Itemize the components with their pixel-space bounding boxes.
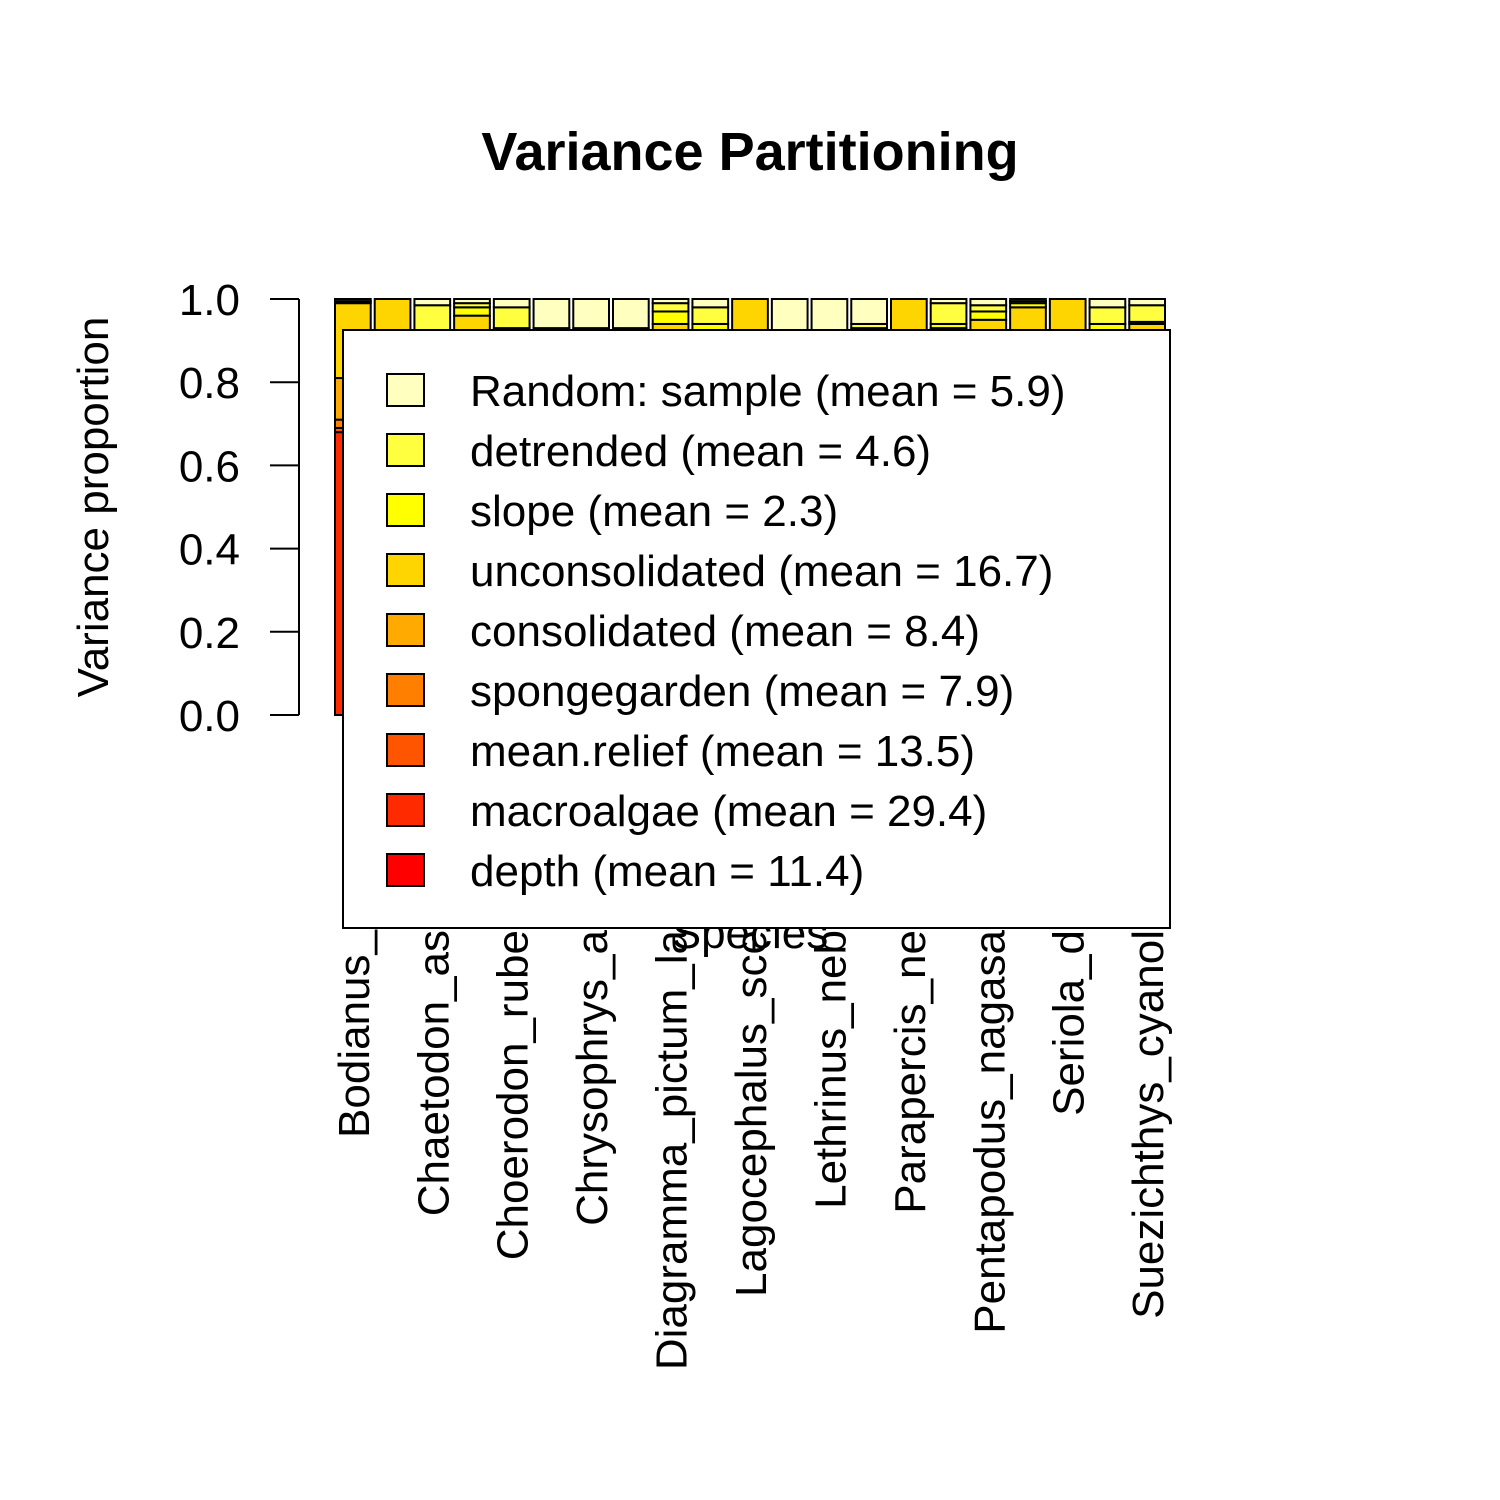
y-tick-label: 0.6 — [179, 442, 240, 491]
bar-segment — [1088, 306, 1127, 325]
legend-label: consolidated (mean = 8.4) — [470, 607, 980, 656]
legend-label: spongegarden (mean = 7.9) — [470, 667, 1014, 716]
bar-segment — [453, 306, 491, 317]
x-tick-label: Lethrinus_neb — [806, 930, 855, 1209]
legend-label: depth (mean = 11.4) — [470, 847, 864, 896]
legend-swatch — [386, 673, 425, 707]
bar-segment — [334, 298, 372, 303]
legend-swatch — [386, 433, 425, 467]
bar-segment — [612, 298, 650, 330]
x-tick-label: Chaetodon_as — [409, 930, 458, 1216]
bar-segment — [492, 306, 531, 330]
bar-segment — [413, 304, 452, 332]
legend-swatch — [386, 733, 425, 767]
y-tick-label: 0.4 — [179, 526, 240, 575]
x-tick-label: Seriola_d — [1045, 930, 1094, 1116]
bar-segment — [929, 298, 968, 305]
legend-label: Random: sample (mean = 5.9) — [470, 367, 1066, 416]
y-axis: 0.0 0.2 0.4 0.6 0.8 1.0 — [179, 276, 300, 741]
legend-swatch — [386, 853, 425, 887]
legend: Random: sample (mean = 5.9) detrended (me… — [342, 329, 1171, 929]
bar-segment — [770, 298, 809, 334]
bar-segment — [651, 298, 690, 305]
bar-segment — [929, 302, 968, 325]
bar-segment — [1128, 304, 1167, 323]
y-axis-label: Variance proportion — [69, 317, 118, 698]
y-tick-label: 0.8 — [179, 359, 240, 408]
legend-swatch — [386, 553, 425, 587]
y-tick-label: 0.2 — [179, 609, 240, 658]
x-tick-label: Choerodon_rube — [489, 930, 538, 1260]
legend-swatch — [386, 493, 425, 527]
x-tick-label: Lagocephalus_sce — [727, 930, 776, 1297]
bar-segment — [850, 298, 888, 325]
bar-segment — [532, 298, 571, 330]
bar-segment — [969, 310, 1008, 321]
legend-label: macroalgae (mean = 29.4) — [470, 787, 987, 836]
x-tick-label: Chrysophrys_a — [568, 929, 617, 1225]
legend-swatch — [386, 373, 425, 407]
legend-label: slope (mean = 2.3) — [470, 487, 838, 536]
bar-segment — [651, 302, 690, 313]
x-tick-label: Suezichthys_cyanol — [1124, 930, 1173, 1319]
x-tick-label: Bodianus_ — [330, 929, 379, 1137]
legend-label: unconsolidated (mean = 16.7) — [470, 547, 1053, 596]
bar-segment — [572, 298, 610, 330]
bar-segment — [413, 298, 452, 307]
x-labels: Bodianus_ Chaetodon_as Choerodon_rube Chrys… — [330, 929, 1173, 1370]
bar-segment — [691, 306, 730, 325]
bar-segment — [1088, 298, 1127, 309]
y-tick-label: 1.0 — [179, 276, 240, 325]
bar-segment — [1128, 298, 1167, 307]
legend-swatch — [386, 793, 425, 827]
legend-label: mean.relief (mean = 13.5) — [470, 727, 975, 776]
legend-label: detrended (mean = 4.6) — [470, 427, 931, 476]
chart-title: Variance Partitioning — [481, 122, 1018, 182]
bar-segment — [492, 298, 531, 309]
x-tick-label: Diagramma_pictum_la — [648, 929, 697, 1370]
bar-segment — [691, 298, 730, 309]
bar-segment — [969, 298, 1008, 307]
x-tick-label: Pentapodus_nagasa — [965, 929, 1014, 1333]
x-tick-label: Parapercis_ne — [886, 930, 935, 1214]
bar-segment — [1009, 298, 1047, 303]
bar-segment — [453, 298, 491, 305]
legend-box — [342, 329, 1171, 929]
bar-segment — [810, 298, 849, 334]
legend-swatch — [386, 613, 425, 647]
y-tick-label: 0.0 — [179, 692, 240, 741]
bar-segment — [651, 310, 690, 325]
